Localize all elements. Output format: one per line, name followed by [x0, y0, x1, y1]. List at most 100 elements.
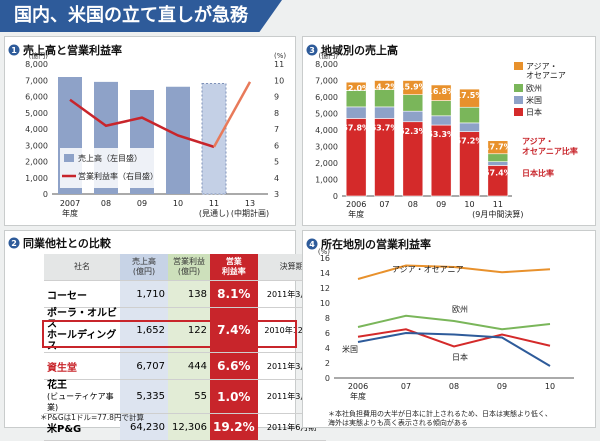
y-tick: 12	[320, 284, 330, 293]
bar-us	[487, 161, 509, 166]
y-unit: (%)	[318, 248, 330, 256]
table-row: 資生堂 6,707 444 6.6% 2011年3月期	[44, 352, 326, 380]
legend-label: アジア・	[526, 62, 558, 71]
y-left-tick: 6,000	[25, 93, 48, 102]
x-tick: 2006	[346, 200, 366, 209]
x-tick: 年度	[350, 391, 366, 401]
x-tick: 08	[408, 200, 418, 209]
section-number: 4	[309, 240, 315, 249]
table-cell: 8.1%	[210, 280, 258, 308]
y-tick: 16	[320, 254, 330, 263]
y-right-tick: 4	[274, 174, 279, 183]
bar-europe	[430, 100, 452, 117]
line-margin	[69, 98, 215, 149]
bar-asia	[402, 80, 424, 95]
table-cell: 花王 (ビューティケア事業)	[44, 379, 120, 414]
section-title: 同業他社との比較	[23, 236, 112, 250]
table-footnote: ＊P&Gは1ドル=77.8円で計算	[40, 413, 144, 422]
legend-label: オセアニア	[526, 71, 566, 80]
section-title: 地域別の売上高	[321, 43, 398, 57]
table-cell: 1.0%	[210, 379, 258, 414]
legend-swatch	[514, 84, 523, 92]
bar-us	[374, 106, 395, 119]
table-body: コーセー 1,710 138 8.1% 2011年3月期 ポーラ・オルビス ホールディングス…	[44, 280, 326, 441]
y-unit: (億円)	[319, 51, 339, 60]
y-tick: 1,000	[315, 176, 338, 185]
line-asia	[357, 264, 551, 280]
bar-us	[345, 106, 367, 119]
bar-asia	[459, 88, 480, 108]
table-cell: 1,652	[120, 307, 168, 353]
bar-europe	[487, 153, 509, 162]
series-label-asia: アジア・オセアニア	[392, 265, 464, 274]
label-asia-share: 17.7%	[484, 143, 512, 152]
th-profit: 営業利益 (億円)	[168, 254, 210, 281]
table-cell: ポーラ・オルビス ホールディングス	[44, 307, 120, 353]
table-cell: 資生堂	[44, 352, 120, 380]
x-tick: (9月中間決算)	[472, 209, 523, 219]
th-company: 社名	[44, 254, 120, 281]
table-cell: 6,707	[120, 352, 168, 380]
series-label-japan: 日本	[452, 352, 468, 362]
y-tick: 4,000	[315, 126, 338, 135]
x-tick: (見通し)	[199, 208, 229, 218]
y-tick: 6,000	[315, 93, 338, 102]
section-title: 売上高と営業利益率	[23, 43, 122, 57]
chart2-header: 2 同業他社との比較	[8, 236, 112, 250]
section-number-badge	[306, 238, 318, 250]
label-japan-share: 63.3%	[427, 130, 455, 139]
y-left-tick: 4,000	[25, 125, 48, 134]
x-tick: 年度	[348, 209, 364, 219]
x-tick: 10	[173, 199, 183, 208]
y-right-tick: 8	[274, 109, 279, 118]
x-tick: 13	[245, 199, 255, 208]
page-banner: 国内、米国の立て直しが急務	[0, 0, 282, 32]
legend-label: 米国	[526, 95, 542, 105]
annot-asia-share: アジア・	[522, 137, 554, 146]
y-right-tick: 5	[274, 158, 279, 167]
y-tick: 4	[325, 344, 330, 353]
x-tick: 11	[209, 199, 219, 208]
y-tick: 0	[333, 192, 338, 201]
table-row: コーセー 1,710 138 8.1% 2011年3月期	[44, 280, 326, 308]
bar-asia	[487, 140, 509, 155]
y-left-tick: 1,000	[25, 174, 48, 183]
label-asia-share: 16.8%	[427, 87, 455, 96]
x-tick: 08	[101, 199, 111, 208]
label-asia-share: 15.9%	[399, 83, 427, 92]
section-title: 所在地別の営業利益率	[321, 237, 431, 251]
legend-swatch	[514, 62, 523, 70]
section-number-badge	[306, 44, 318, 56]
y-tick: 3,000	[315, 143, 338, 152]
y-left-tick: 5,000	[25, 109, 48, 118]
y-left-unit: (億円)	[29, 51, 49, 60]
y-left-tick: 7,000	[25, 76, 48, 85]
y-tick: 7,000	[315, 77, 338, 86]
x-tick: 09	[436, 200, 446, 209]
x-tick: (中期計画)	[231, 208, 269, 218]
label-japan-share: 67.8%	[342, 123, 370, 132]
legend-swatch	[514, 108, 523, 116]
line-europe	[357, 314, 551, 331]
table-cell: 6.6%	[210, 352, 258, 380]
line-us	[357, 331, 551, 367]
chart4-footnote: ＊本社負担費用の大半が日本に計上されるため、日本は実態より低く、	[328, 409, 552, 418]
legend-swatch	[514, 96, 523, 104]
legend-bg	[60, 148, 160, 188]
y-tick: 8	[325, 314, 330, 323]
th-margin: 営業 利益率	[210, 254, 258, 281]
bar-europe	[459, 106, 480, 124]
x-tick: 09	[497, 382, 507, 391]
label-asia-share: 17.5%	[456, 91, 484, 100]
chart3: 3 地域別の売上高 0 1,000 2,000 3,000 4,000 5,000 6,000 7…	[306, 43, 578, 219]
table-cell: 12,306	[168, 413, 210, 441]
y-left-tick: 0	[43, 190, 48, 199]
y-tick: 2,000	[315, 159, 338, 168]
bar-asia	[430, 84, 452, 101]
y-tick: 14	[320, 269, 330, 278]
bar-asia	[374, 80, 395, 90]
annot-japan-share: 日本比率	[522, 168, 554, 178]
legend-label-sales: 売上高（左目盛）	[78, 153, 142, 163]
bar-sales	[166, 86, 190, 194]
